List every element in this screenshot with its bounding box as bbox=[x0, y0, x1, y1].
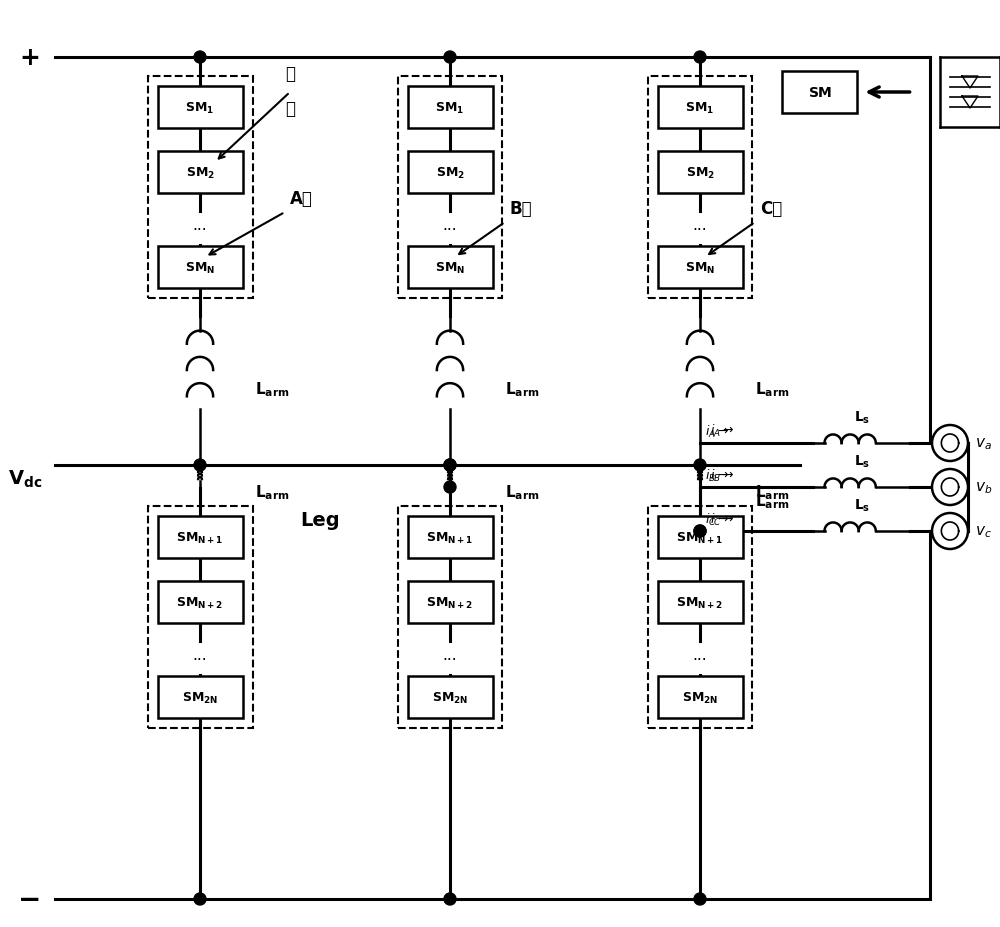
Text: $\mathbf{SM}_{\mathbf{2N}}$: $\mathbf{SM}_{\mathbf{2N}}$ bbox=[432, 690, 468, 705]
Text: $\mathbf{L_{arm}}$: $\mathbf{L_{arm}}$ bbox=[505, 380, 540, 399]
Bar bbox=[648, 506, 752, 729]
Circle shape bbox=[694, 893, 706, 905]
Text: $i_B\rightarrow$: $i_B\rightarrow$ bbox=[705, 467, 729, 484]
Text: $v_c$: $v_c$ bbox=[975, 524, 992, 540]
Text: ...: ... bbox=[443, 648, 457, 663]
Bar bbox=[408, 581, 492, 623]
Text: Leg: Leg bbox=[300, 511, 340, 530]
Text: ...: ... bbox=[193, 648, 207, 663]
Circle shape bbox=[444, 460, 456, 472]
Text: $i_A\rightarrow$: $i_A\rightarrow$ bbox=[705, 424, 729, 439]
Text: $\mathbf{L_{arm}}$: $\mathbf{L_{arm}}$ bbox=[255, 380, 290, 399]
Circle shape bbox=[694, 526, 706, 538]
Circle shape bbox=[444, 460, 456, 472]
Bar bbox=[148, 506, 252, 729]
Bar bbox=[158, 152, 242, 194]
Text: $\mathbf{SM}_{\mathbf{2}}$: $\mathbf{SM}_{\mathbf{2}}$ bbox=[686, 165, 714, 181]
Text: $i_C\rightarrow$: $i_C\rightarrow$ bbox=[705, 512, 729, 527]
Text: ...: ... bbox=[193, 218, 207, 234]
Text: $\mathbf{SM}_{\mathbf{2}}$: $\mathbf{SM}_{\mathbf{2}}$ bbox=[186, 165, 214, 181]
Text: $v_b$: $v_b$ bbox=[975, 479, 992, 495]
Bar bbox=[158, 677, 242, 718]
Text: $\mathbf{L_s}$: $\mathbf{L_s}$ bbox=[854, 497, 871, 514]
Bar bbox=[408, 87, 492, 129]
Bar bbox=[408, 247, 492, 288]
Text: $\mathbf{SM}_{\mathbf{N}}$: $\mathbf{SM}_{\mathbf{N}}$ bbox=[435, 260, 465, 275]
Text: $\mathbf{L_{arm}}$: $\mathbf{L_{arm}}$ bbox=[755, 491, 790, 510]
Circle shape bbox=[694, 526, 706, 538]
Circle shape bbox=[932, 514, 968, 550]
Circle shape bbox=[444, 481, 456, 493]
Circle shape bbox=[194, 52, 206, 64]
Bar bbox=[408, 516, 492, 558]
Bar bbox=[658, 677, 742, 718]
Bar bbox=[398, 506, 502, 729]
Bar bbox=[158, 87, 242, 129]
Text: $v_a$: $v_a$ bbox=[975, 436, 992, 451]
Text: ...: ... bbox=[443, 218, 457, 234]
Text: $\mathbf{SM}_{\mathbf{N+1}}$: $\mathbf{SM}_{\mathbf{N+1}}$ bbox=[176, 530, 224, 545]
Text: 臂: 臂 bbox=[285, 100, 295, 118]
Bar bbox=[658, 87, 742, 129]
Text: $\mathbf{L_s}$: $\mathbf{L_s}$ bbox=[854, 409, 871, 425]
Text: $\mathbf{L_{arm}}$: $\mathbf{L_{arm}}$ bbox=[505, 483, 540, 502]
Text: $\mathbf{L_{arm}}$: $\mathbf{L_{arm}}$ bbox=[255, 483, 290, 502]
Text: ...: ... bbox=[693, 648, 707, 663]
Text: $\mathbf{SM}_{\mathbf{N}}$: $\mathbf{SM}_{\mathbf{N}}$ bbox=[685, 260, 715, 275]
Bar bbox=[648, 77, 752, 298]
Text: $\mathbf{SM}_{\mathbf{2N}}$: $\mathbf{SM}_{\mathbf{2N}}$ bbox=[682, 690, 718, 705]
Bar bbox=[148, 77, 252, 298]
Text: B相: B相 bbox=[510, 200, 533, 218]
Text: −: − bbox=[18, 885, 42, 913]
Text: $\mathbf{SM}_{\mathbf{N+2}}$: $\mathbf{SM}_{\mathbf{N+2}}$ bbox=[176, 595, 224, 610]
Circle shape bbox=[932, 469, 968, 505]
Text: $\mathbf{SM}_{\mathbf{N}}$: $\mathbf{SM}_{\mathbf{N}}$ bbox=[185, 260, 215, 275]
Text: C相: C相 bbox=[760, 200, 782, 218]
Text: $\mathbf{SM}_{\mathbf{2N}}$: $\mathbf{SM}_{\mathbf{2N}}$ bbox=[182, 690, 218, 705]
Text: $\mathbf{SM}_{\mathbf{N+2}}$: $\mathbf{SM}_{\mathbf{N+2}}$ bbox=[676, 595, 724, 610]
Text: A相: A相 bbox=[290, 190, 313, 208]
Text: +: + bbox=[20, 46, 40, 70]
Text: $\mathbf{L_s}$: $\mathbf{L_s}$ bbox=[854, 453, 871, 469]
Text: $\mathbf{SM}_{\mathbf{1}}$: $\mathbf{SM}_{\mathbf{1}}$ bbox=[685, 100, 715, 116]
Text: $\mathbf{SM}_{\mathbf{1}}$: $\mathbf{SM}_{\mathbf{1}}$ bbox=[185, 100, 215, 116]
Text: $i_C\rightarrow$: $i_C\rightarrow$ bbox=[710, 512, 734, 527]
Text: $\mathbf{L_{arm}}$: $\mathbf{L_{arm}}$ bbox=[755, 380, 790, 399]
Text: $\mathbf{SM}_{\mathbf{2}}$: $\mathbf{SM}_{\mathbf{2}}$ bbox=[436, 165, 464, 181]
Bar bbox=[158, 516, 242, 558]
Bar bbox=[158, 247, 242, 288]
Text: $\mathbf{V_{dc}}$: $\mathbf{V_{dc}}$ bbox=[8, 468, 42, 489]
Bar bbox=[782, 72, 857, 114]
Text: ...: ... bbox=[693, 218, 707, 234]
Circle shape bbox=[932, 425, 968, 462]
Circle shape bbox=[194, 893, 206, 905]
Bar bbox=[398, 77, 502, 298]
Text: 桥: 桥 bbox=[285, 65, 295, 83]
Text: $\mathbf{L_{arm}}$: $\mathbf{L_{arm}}$ bbox=[755, 483, 790, 502]
Circle shape bbox=[444, 52, 456, 64]
Text: $\mathbf{SM}_{\mathbf{1}}$: $\mathbf{SM}_{\mathbf{1}}$ bbox=[435, 100, 465, 116]
Text: $\mathbf{SM}_{\mathbf{N+2}}$: $\mathbf{SM}_{\mathbf{N+2}}$ bbox=[426, 595, 474, 610]
Bar bbox=[658, 152, 742, 194]
Bar bbox=[408, 677, 492, 718]
Circle shape bbox=[444, 893, 456, 905]
Bar bbox=[158, 581, 242, 623]
Text: $\mathbf{SM}_{\mathbf{N+1}}$: $\mathbf{SM}_{\mathbf{N+1}}$ bbox=[676, 530, 724, 545]
Circle shape bbox=[694, 460, 706, 472]
Text: $i_B\rightarrow$: $i_B\rightarrow$ bbox=[710, 467, 734, 484]
Bar bbox=[658, 581, 742, 623]
Circle shape bbox=[194, 460, 206, 472]
Bar bbox=[408, 152, 492, 194]
Circle shape bbox=[694, 52, 706, 64]
Bar bbox=[658, 247, 742, 288]
Text: $i_A\rightarrow$: $i_A\rightarrow$ bbox=[710, 423, 734, 438]
Text: $\mathbf{SM}$: $\mathbf{SM}$ bbox=[808, 86, 832, 100]
Text: $\mathbf{SM}_{\mathbf{N+1}}$: $\mathbf{SM}_{\mathbf{N+1}}$ bbox=[426, 530, 474, 545]
Bar bbox=[658, 516, 742, 558]
